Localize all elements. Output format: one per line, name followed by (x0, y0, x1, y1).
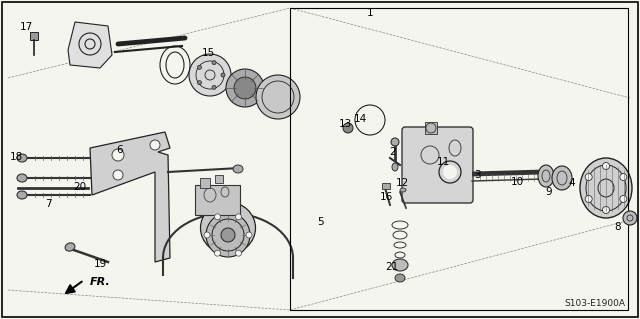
Ellipse shape (212, 85, 216, 89)
Text: 20: 20 (74, 182, 86, 192)
Ellipse shape (189, 54, 231, 96)
FancyBboxPatch shape (402, 127, 473, 203)
Text: S103-E1900A: S103-E1900A (564, 299, 625, 308)
Ellipse shape (221, 73, 225, 77)
Bar (382, 183, 390, 189)
Ellipse shape (233, 165, 243, 173)
Text: 18: 18 (10, 152, 22, 162)
Bar (425, 122, 437, 134)
Ellipse shape (236, 250, 241, 256)
Text: 8: 8 (614, 222, 621, 232)
Ellipse shape (443, 165, 457, 179)
Bar (290, 8, 628, 310)
Ellipse shape (620, 196, 627, 203)
Text: 5: 5 (317, 217, 323, 227)
Text: 3: 3 (474, 170, 480, 180)
Ellipse shape (17, 174, 27, 182)
Text: 17: 17 (19, 22, 33, 32)
Text: 13: 13 (339, 119, 351, 129)
Ellipse shape (236, 214, 241, 220)
Ellipse shape (166, 52, 184, 78)
Text: 14: 14 (353, 114, 367, 124)
Ellipse shape (200, 202, 255, 254)
Ellipse shape (65, 243, 75, 251)
Ellipse shape (234, 77, 256, 99)
Ellipse shape (585, 174, 592, 181)
Ellipse shape (392, 163, 398, 171)
Ellipse shape (150, 140, 160, 150)
Ellipse shape (620, 174, 627, 181)
Text: 21: 21 (385, 262, 399, 272)
Text: 16: 16 (380, 192, 392, 202)
Text: 1: 1 (367, 8, 373, 18)
Ellipse shape (585, 196, 592, 203)
Ellipse shape (198, 65, 202, 69)
Ellipse shape (256, 75, 300, 119)
FancyArrowPatch shape (66, 282, 82, 293)
Ellipse shape (246, 232, 252, 238)
Ellipse shape (602, 162, 609, 169)
Ellipse shape (580, 158, 632, 218)
Text: 9: 9 (546, 187, 552, 197)
Ellipse shape (198, 81, 202, 85)
Ellipse shape (392, 259, 408, 271)
Bar (30, 32, 38, 40)
Text: 4: 4 (569, 178, 575, 188)
Text: 2: 2 (390, 147, 396, 157)
Ellipse shape (391, 138, 399, 146)
Bar (195, 185, 240, 215)
Bar (200, 178, 210, 188)
Bar (215, 175, 223, 183)
Text: 15: 15 (202, 48, 214, 58)
Ellipse shape (400, 188, 406, 192)
Ellipse shape (221, 228, 235, 242)
Ellipse shape (214, 214, 221, 220)
Ellipse shape (206, 213, 250, 257)
Text: 7: 7 (45, 199, 51, 209)
Ellipse shape (602, 206, 609, 213)
Ellipse shape (113, 170, 123, 180)
Polygon shape (90, 132, 170, 262)
Text: 10: 10 (511, 177, 524, 187)
Ellipse shape (226, 69, 264, 107)
Text: 11: 11 (436, 157, 450, 167)
Ellipse shape (17, 191, 27, 199)
Ellipse shape (17, 154, 27, 162)
Text: 6: 6 (116, 145, 124, 155)
Ellipse shape (538, 165, 554, 187)
Ellipse shape (623, 211, 637, 225)
Text: FR.: FR. (90, 277, 111, 287)
Ellipse shape (112, 149, 124, 161)
Ellipse shape (395, 274, 405, 282)
Text: 12: 12 (396, 178, 408, 188)
Ellipse shape (343, 123, 353, 133)
Ellipse shape (552, 166, 572, 190)
Ellipse shape (212, 61, 216, 65)
Ellipse shape (214, 250, 221, 256)
Ellipse shape (204, 232, 210, 238)
Polygon shape (68, 22, 112, 68)
Text: 19: 19 (93, 259, 107, 269)
Ellipse shape (426, 123, 436, 133)
Ellipse shape (359, 109, 381, 131)
